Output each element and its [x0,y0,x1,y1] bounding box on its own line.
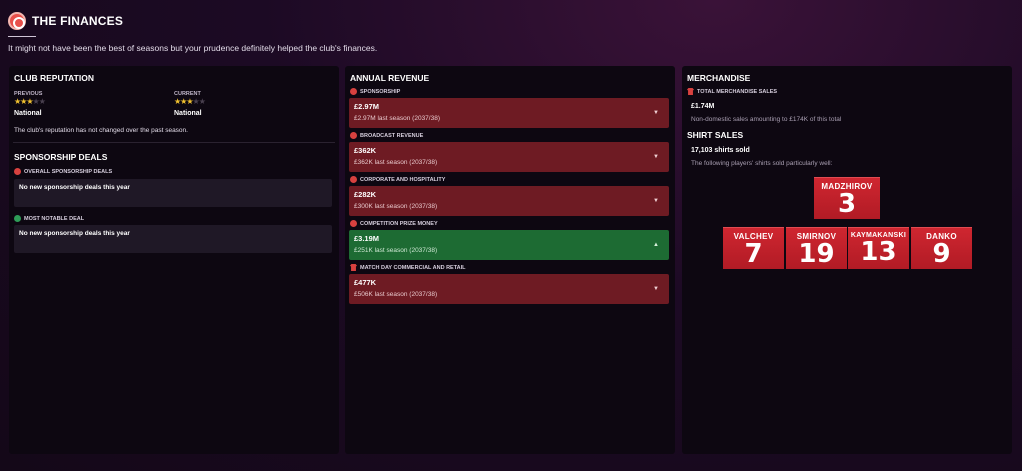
player-shirt[interactable]: VALCHEV 7 [723,227,784,269]
revenue-amount: £477K [354,278,377,287]
player-shirt-name: VALCHEV [733,232,774,241]
star-icon: ★ [186,97,193,106]
star-icon: ★ [192,97,200,106]
money-icon [14,215,21,222]
star-icon: ★ [26,97,33,106]
title-underline [8,36,36,37]
revenue-panel: ANNUAL REVENUE SPONSORSHIP £2.97M £2.97M l… [345,66,675,454]
arrow-down-icon: ▼ [653,110,659,116]
current-stars: ★★★★★ [174,97,206,106]
arrow-up-icon: ▲ [653,242,659,248]
merchandise-title: MERCHANDISE [687,73,751,83]
revenue-item-label-text: CORPORATE AND HOSPITALITY [360,176,446,183]
reputation-panel: CLUB REPUTATION PREVIOUS ★★★★★ National … [9,66,339,454]
revenue-item-label: MATCH DAY COMMERCIAL AND RETAIL [350,264,466,271]
star-icon: ★ [180,97,187,106]
shirt-icon [687,88,694,95]
revenue-item-label-text: MATCH DAY COMMERCIAL AND RETAIL [360,264,466,271]
revenue-item-box[interactable]: £362K £362K last season (2037/38) ▼ [349,142,669,172]
revenue-item-box[interactable]: £2.97M £2.97M last season (2037/38) ▼ [349,98,669,128]
revenue-item-label-text: SPONSORSHIP [360,88,401,95]
player-shirt-number: 3 [837,189,857,219]
revenue-amount: £362K [354,146,377,155]
revenue-item-box[interactable]: £3.19M £251K last season (2037/38) ▲ [349,230,669,260]
shirt-sales-title: SHIRT SALES [687,130,744,140]
revenue-title: ANNUAL REVENUE [350,73,430,83]
merchandise-panel: MERCHANDISE TOTAL MERCHANDISE SALES £1.7… [682,66,1012,454]
player-shirt-number: 7 [744,239,763,269]
star-icon: ★ [38,97,46,106]
revenue-amount: £3.19M [354,234,380,243]
overall-deals-value: No new sponsorship deals this year [19,184,130,191]
star-icon: ★ [32,97,40,106]
handshake-icon [14,168,21,175]
total-merch-label: TOTAL MERCHANDISE SALES [687,88,777,95]
revenue-last-season: £251K last season (2037/38) [354,247,438,254]
revenue-last-season: £362K last season (2037/38) [354,159,438,166]
arrow-down-icon: ▼ [653,154,659,160]
revenue-last-season: £2.97M last season (2037/38) [354,115,440,122]
star-icon: ★ [20,97,27,106]
player-shirt-number: 19 [798,239,835,269]
revenue-item-label-text: BROADCAST REVENUE [360,132,424,139]
revenue-last-season: £506K last season (2037/38) [354,291,438,298]
revenue-item-box[interactable]: £477K £506K last season (2037/38) ▼ [349,274,669,304]
revenue-last-season: £300K last season (2037/38) [354,203,438,210]
total-merch-note: Non-domestic sales amounting to £174K of… [691,116,842,123]
total-merch-value: £1.74M [691,103,715,110]
player-shirt-name: KAYMAKANSKI [850,232,907,239]
page-subtitle: It might not have been the best of seaso… [8,43,378,53]
revenue-item-label: CORPORATE AND HOSPITALITY [350,176,445,183]
current-label: CURRENT [174,91,201,97]
previous-value: National [14,110,42,117]
arrow-down-icon: ▼ [653,286,659,292]
trophy-icon [350,220,357,227]
notable-deal-box: No new sponsorship deals this year [14,225,332,253]
reputation-note: The club's reputation has not changed ov… [14,127,188,134]
page-header: THE FINANCES [8,12,123,30]
star-icon: ★ [174,97,181,106]
shirts-sold-value: 17,103 shirts sold [691,147,750,154]
arrow-down-icon: ▼ [653,198,659,204]
target-icon [8,12,26,30]
revenue-amount: £282K [354,190,377,199]
revenue-item-label: COMPETITION PRIZE MONEY [350,220,438,227]
broadcast-icon [350,132,357,139]
player-shirt[interactable]: KAYMAKANSKI 13 [848,227,909,269]
star-icon: ★ [198,97,206,106]
previous-label: PREVIOUS [14,91,43,97]
revenue-amount: £2.97M [354,102,380,111]
shirt-icon [350,264,357,271]
shirts-note: The following players' shirts sold parti… [691,160,833,167]
overall-deals-box: No new sponsorship deals this year [14,179,332,207]
player-shirt[interactable]: SMIRNOV 19 [786,227,847,269]
overall-deals-label: OVERALL SPONSORSHIP DEALS [14,168,112,175]
revenue-item-box[interactable]: £282K £300K last season (2037/38) ▼ [349,186,669,216]
notable-deal-value: No new sponsorship deals this year [19,230,130,237]
player-shirt-number: 9 [932,239,951,269]
player-shirt-name: MADZHIROV [821,182,873,191]
player-shirt-name: DANKO [926,232,957,241]
revenue-item-label-text: COMPETITION PRIZE MONEY [360,220,438,227]
revenue-item-label: SPONSORSHIP [350,88,400,95]
divider [13,142,335,143]
previous-stars: ★★★★★ [14,97,46,106]
player-shirt[interactable]: MADZHIROV 3 [814,177,880,219]
player-shirt-name: SMIRNOV [796,232,837,241]
player-shirt[interactable]: DANKO 9 [911,227,972,269]
revenue-item-label: BROADCAST REVENUE [350,132,423,139]
sponsorship-title: SPONSORSHIP DEALS [14,152,108,162]
page-title: THE FINANCES [32,14,124,28]
handshake-icon [350,88,357,95]
hospitality-icon [350,176,357,183]
star-icon: ★ [14,97,21,106]
player-shirt-number: 13 [860,237,897,267]
reputation-title: CLUB REPUTATION [14,73,94,83]
notable-deal-label: MOST NOTABLE DEAL [14,215,84,222]
current-value: National [174,110,202,117]
